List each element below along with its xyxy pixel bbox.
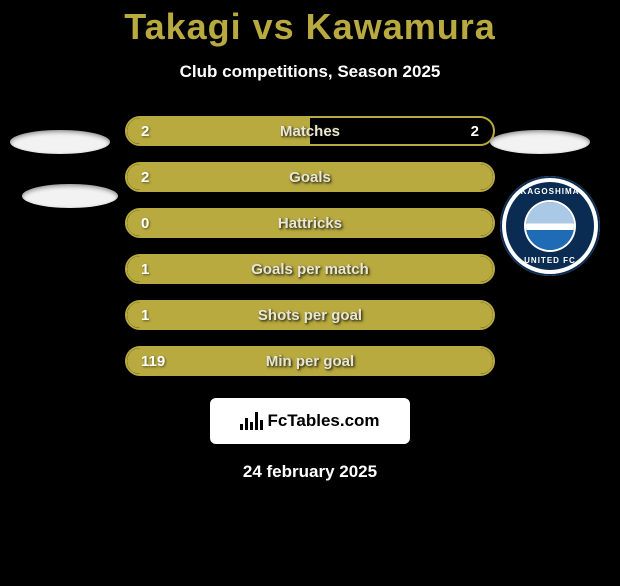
decorative-ellipse bbox=[22, 184, 118, 208]
stat-label: Goals per match bbox=[127, 256, 493, 282]
crest-text-top: KAGOSHIMA bbox=[506, 187, 594, 196]
stat-label: Hattricks bbox=[127, 210, 493, 236]
stat-row: Hattricks0 bbox=[125, 208, 495, 238]
decorative-ellipse bbox=[490, 130, 590, 154]
stat-label: Matches bbox=[127, 118, 493, 144]
stat-left-value: 1 bbox=[127, 256, 163, 282]
crest-inner-icon bbox=[526, 202, 574, 250]
stat-left-value: 1 bbox=[127, 302, 163, 328]
branding-badge: FcTables.com bbox=[210, 398, 410, 444]
stat-row: Goals per match1 bbox=[125, 254, 495, 284]
stat-label: Shots per goal bbox=[127, 302, 493, 328]
stat-row: Min per goal119 bbox=[125, 346, 495, 376]
subtitle: Club competitions, Season 2025 bbox=[0, 62, 620, 82]
stat-label: Min per goal bbox=[127, 348, 493, 374]
page-title: Takagi vs Kawamura bbox=[0, 6, 620, 48]
team-crest: KAGOSHIMA UNITED FC bbox=[500, 176, 600, 276]
stat-row: Shots per goal1 bbox=[125, 300, 495, 330]
stat-bars: Matches22Goals2Hattricks0Goals per match… bbox=[125, 116, 495, 376]
stat-left-value: 119 bbox=[127, 348, 179, 374]
stat-row: Matches2 2 bbox=[125, 116, 495, 146]
branding-text: FcTables.com bbox=[267, 411, 379, 431]
crest-text-bottom: UNITED FC bbox=[506, 256, 594, 265]
bar-chart-icon bbox=[240, 412, 263, 430]
stat-label: Goals bbox=[127, 164, 493, 190]
decorative-ellipse bbox=[10, 130, 110, 154]
stat-right-value: 2 bbox=[457, 118, 493, 144]
stat-left-value: 2 bbox=[127, 118, 163, 144]
date-label: 24 february 2025 bbox=[0, 462, 620, 482]
stat-left-value: 0 bbox=[127, 210, 163, 236]
stat-left-value: 2 bbox=[127, 164, 163, 190]
stat-row: Goals2 bbox=[125, 162, 495, 192]
